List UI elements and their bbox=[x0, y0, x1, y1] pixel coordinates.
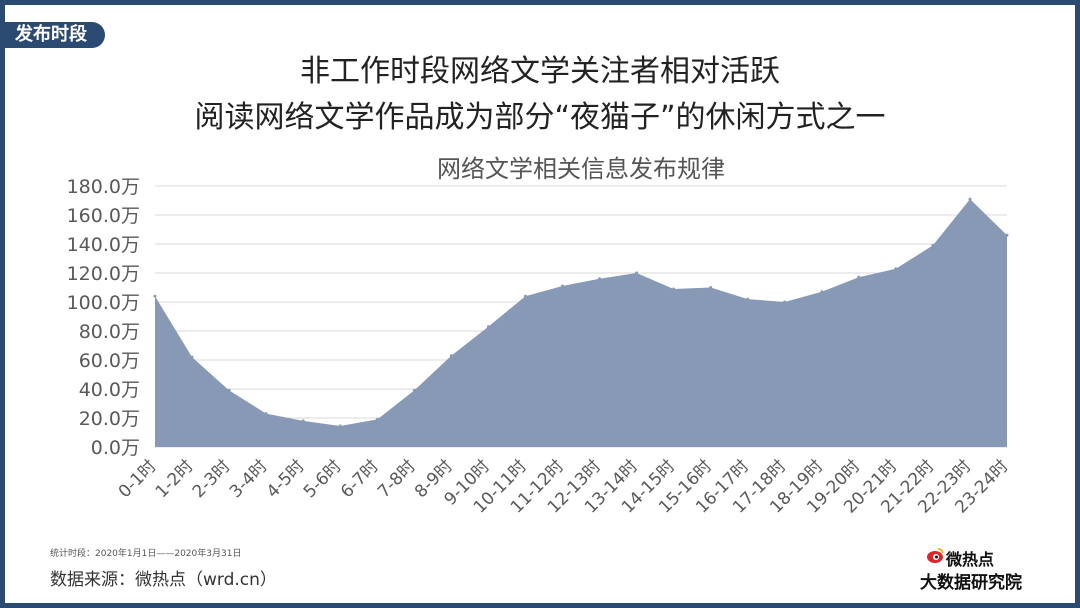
data-point bbox=[820, 290, 824, 294]
data-point bbox=[375, 417, 379, 421]
y-tick-label: 100.0万 bbox=[67, 292, 140, 314]
data-point bbox=[746, 297, 750, 301]
data-source: 数据来源：微热点（wrd.cn） bbox=[50, 570, 277, 590]
y-tick-label: 140.0万 bbox=[67, 234, 140, 256]
y-tick-label: 160.0万 bbox=[67, 205, 140, 227]
x-tick-label: 2-3时 bbox=[189, 456, 235, 502]
data-point bbox=[264, 412, 268, 416]
x-tick-label: 6-7时 bbox=[337, 456, 383, 502]
data-point bbox=[931, 243, 935, 247]
x-tick-label: 3-4时 bbox=[226, 456, 272, 502]
data-point bbox=[227, 388, 231, 392]
y-tick-label: 60.0万 bbox=[79, 350, 140, 372]
data-point bbox=[968, 197, 972, 201]
x-tick-label: 4-5时 bbox=[263, 456, 309, 502]
data-point bbox=[598, 277, 601, 281]
y-tick-label: 180.0万 bbox=[67, 176, 140, 198]
area-chart: 网络文学相关信息发布规律 0.0万 20.0万 40.0万 60.0万 80.0万 100.… bbox=[67, 155, 1013, 517]
data-point bbox=[486, 325, 490, 329]
statistics-period: 统计时段：2020年1月1日——2020年3月31日 bbox=[50, 549, 242, 559]
logo-text-1: 微热点 bbox=[946, 550, 995, 569]
data-point bbox=[412, 388, 416, 392]
data-point bbox=[190, 355, 194, 359]
data-point bbox=[561, 284, 564, 288]
data-point bbox=[709, 286, 713, 289]
area-series bbox=[155, 199, 1007, 447]
data-point bbox=[635, 271, 639, 275]
data-point bbox=[301, 419, 305, 423]
x-tick-label: 0-1时 bbox=[115, 456, 161, 502]
data-point bbox=[523, 294, 527, 298]
logo-text-2: 大数据研究院 bbox=[920, 573, 1022, 593]
chart-title: 网络文学相关信息发布规律 bbox=[437, 155, 725, 183]
x-tick-label: 5-6时 bbox=[300, 456, 346, 502]
data-point bbox=[857, 275, 861, 279]
y-tick-label: 40.0万 bbox=[79, 379, 140, 401]
data-point bbox=[153, 294, 157, 298]
title-line-1: 非工作时段网络文学关注者相对活跃 bbox=[300, 54, 780, 89]
logo-eye-icon bbox=[927, 548, 944, 563]
data-point bbox=[449, 354, 453, 358]
data-point bbox=[1005, 233, 1009, 237]
y-tick-label: 0.0万 bbox=[91, 437, 140, 459]
data-point bbox=[894, 267, 898, 271]
data-point bbox=[338, 424, 342, 428]
title-line-2: 阅读网络文学作品成为部分“夜猫子”的休闲方式之一 bbox=[194, 100, 886, 135]
weiredian-logo: 微热点 大数据研究院 bbox=[918, 546, 1048, 593]
x-tick-label: 7-8时 bbox=[374, 456, 420, 502]
data-point bbox=[783, 300, 787, 304]
section-tag: 发布时段 bbox=[5, 22, 105, 48]
x-tick-label: 1-2时 bbox=[152, 456, 198, 502]
y-tick-label: 120.0万 bbox=[67, 263, 140, 285]
y-tick-label: 20.0万 bbox=[79, 408, 140, 430]
y-tick-label: 80.0万 bbox=[79, 321, 140, 343]
data-point bbox=[672, 287, 676, 291]
